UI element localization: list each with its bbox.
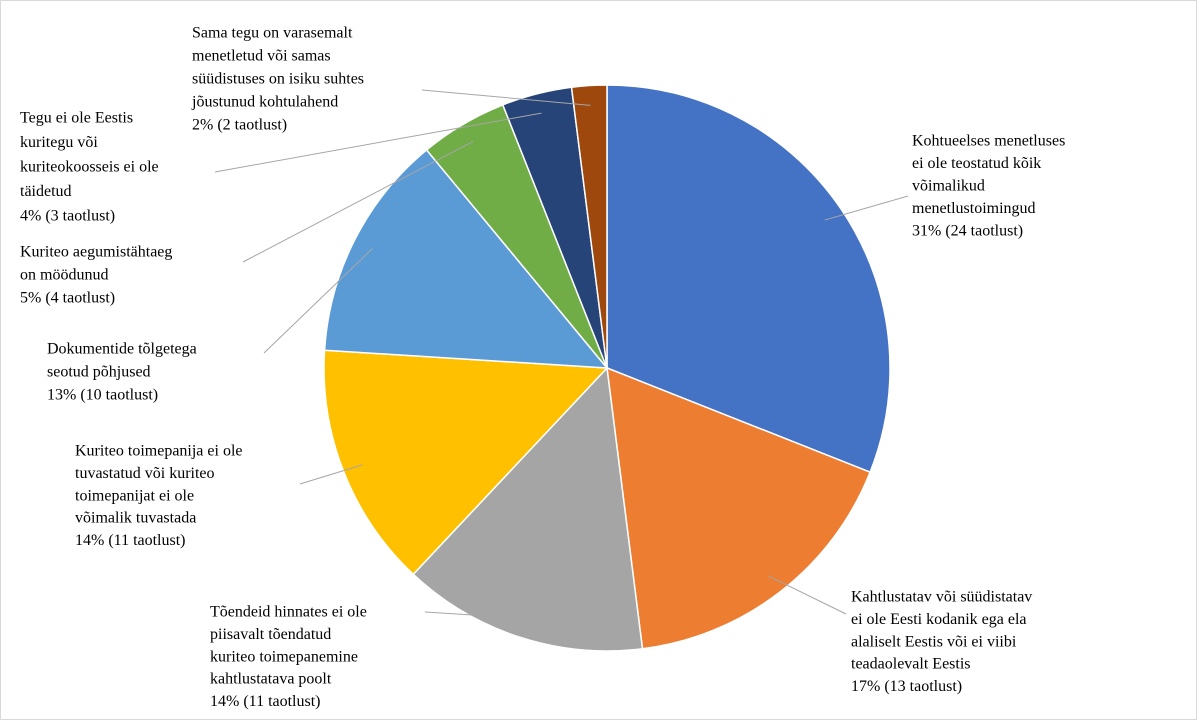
pie-slice (323, 148, 609, 369)
value-label: 14% (11 taotlust) (75, 532, 186, 549)
data-label: Kohtueelses menetluses (912, 133, 1065, 150)
data-label: toimepanijat ei ole (75, 487, 194, 504)
data-label: menetletud või samas (192, 48, 331, 65)
data-label: kuritegu või (20, 134, 98, 151)
data-label: Sama tegu on varasemalt (192, 25, 353, 42)
data-label: ei ole teostatud kõik (912, 155, 1041, 172)
data-label: kahtlustatava poolt (210, 671, 332, 688)
data-label: Kahtlustatav või süüdistatav (851, 589, 1032, 606)
data-label: tuvastatud või kuriteo (75, 465, 215, 482)
data-label: Kuriteo aegumistähtaeg (20, 244, 172, 261)
leader-line (299, 464, 363, 485)
leader-line (242, 141, 474, 263)
data-label: menetlustoimingud (912, 200, 1036, 217)
value-label: 31% (24 taotlust) (912, 223, 1023, 240)
data-label: võimalik tuvastada (75, 510, 196, 527)
value-label: 14% (11 taotlust) (210, 693, 321, 710)
value-label: 2% (2 taotlust) (192, 117, 287, 134)
data-label: süüdistuses on isiku suhtes (192, 71, 364, 88)
data-label: teadaolevalt Eestis (851, 656, 971, 673)
data-label: võimalikud (912, 178, 985, 195)
leader-line (768, 575, 847, 615)
data-label: kuriteokoosseis ei ole (20, 159, 159, 176)
data-label: alaliselt Eestis või ei viibi (851, 633, 1017, 650)
value-label: 5% (4 taotlust) (20, 290, 115, 307)
data-label: on möödunud (20, 267, 108, 284)
pie-slice (412, 366, 644, 652)
leader-line (824, 195, 909, 221)
value-label: 13% (10 taotlust) (47, 387, 158, 404)
data-label: Kuriteo toimepanija ei ole (75, 443, 243, 460)
data-label: ei ole Eesti kodanik ega ela (851, 611, 1026, 628)
pie-slice (570, 84, 608, 369)
data-label: jõustunud kohtulahend (191, 94, 338, 111)
leader-line (214, 112, 542, 173)
data-label: Tõendeid hinnates ei ole (210, 604, 367, 621)
pie-slice (606, 84, 891, 474)
pie-slice (323, 349, 609, 576)
data-label: kuriteo toimepanemine (210, 648, 358, 665)
leader-line (263, 248, 373, 354)
value-label: 17% (13 taotlust) (851, 678, 962, 695)
pie-slice (606, 366, 872, 650)
data-label: Dokumentide tõlgetega (47, 341, 197, 358)
leader-line (424, 611, 526, 619)
data-label: täidetud (20, 183, 72, 200)
value-label: 4% (3 taotlust) (20, 208, 115, 225)
data-label: Tegu ei ole Eestis (20, 110, 133, 127)
data-label: piisavalt tõendatud (210, 626, 331, 643)
data-label: seotud põhjused (47, 364, 151, 381)
leader-line (421, 89, 591, 106)
